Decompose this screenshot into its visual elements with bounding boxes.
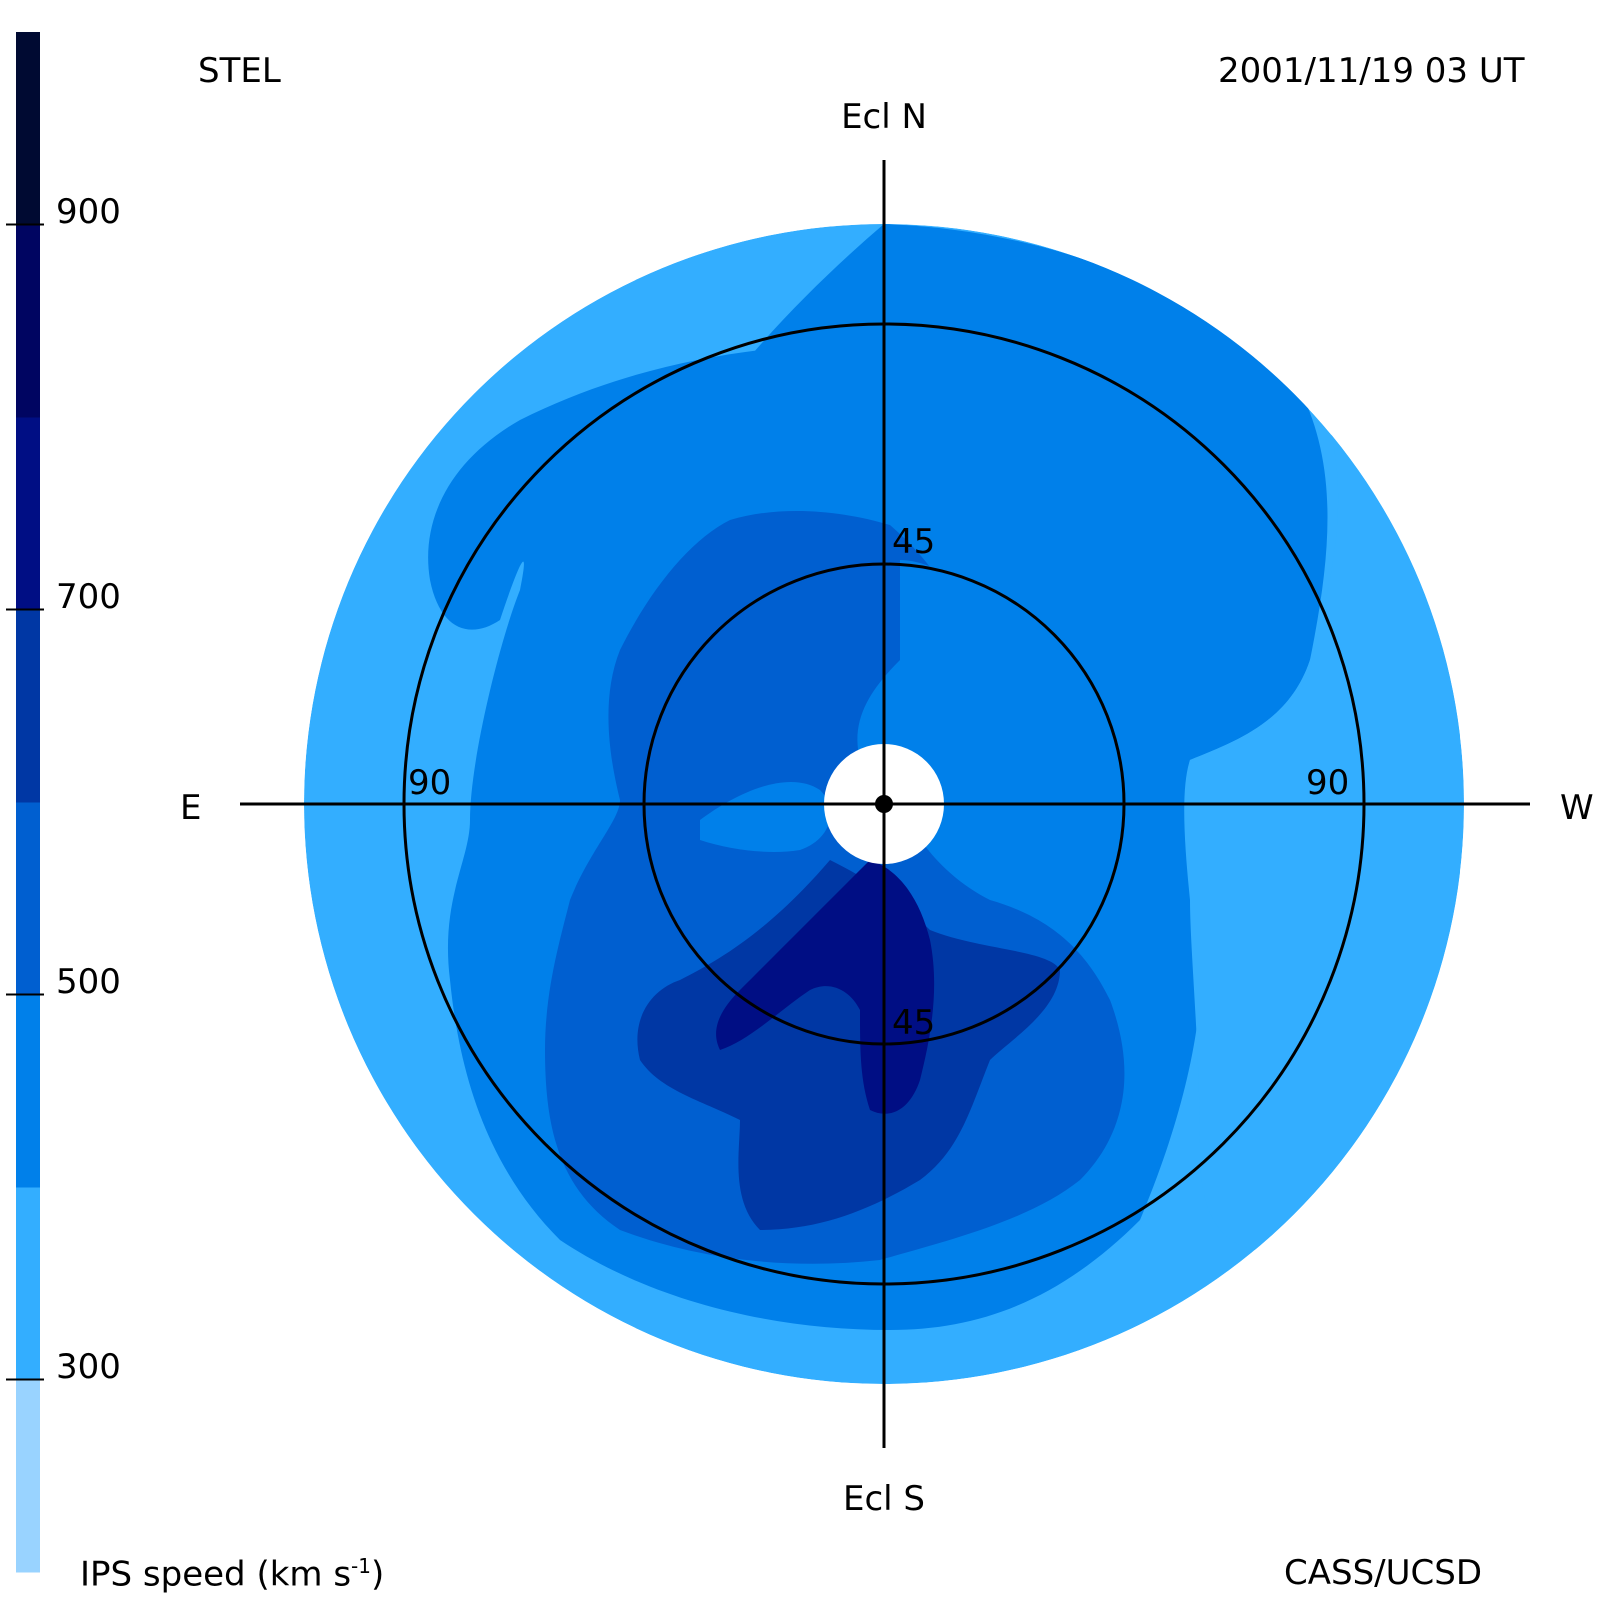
direction-west: W: [1560, 788, 1594, 828]
colorbar-band-900: [16, 32, 40, 225]
ring-label-90-left: 90: [408, 763, 452, 803]
direction-east: E: [180, 788, 202, 828]
colorbar-tick-label-900: 900: [56, 191, 121, 232]
colorbar-band-700: [16, 417, 40, 610]
colorbar-band-200: [16, 1379, 40, 1573]
credit-label: CASS/UCSD: [1284, 1553, 1483, 1593]
colorbar: [6, 32, 44, 1573]
colorbar-tick-label-300: 300: [56, 1346, 121, 1387]
ring-label-90-right: 90: [1306, 763, 1350, 803]
colorbar-band-300: [16, 1187, 40, 1380]
colorbar-band-500: [16, 802, 40, 995]
colorbar-band-600: [16, 609, 40, 803]
direction-south: Ecl S: [842, 1479, 926, 1519]
speed-region-300-west: [1184, 400, 1460, 1252]
colorbar-label: IPS speed (km s-1): [80, 1556, 384, 1591]
colorbar-label-exponent: -1: [351, 1554, 371, 1578]
sun-marker: [875, 795, 893, 813]
speed-region-400-west-core: [700, 781, 831, 852]
colorbar-tick-label-500: 500: [56, 961, 121, 1002]
header-left: STEL: [198, 51, 281, 91]
speed-region-600: [637, 860, 1060, 1230]
colorbar-label-main: IPS speed (km s: [80, 1554, 352, 1595]
colorbar-label-close: ): [371, 1554, 385, 1595]
colorbar-band-800: [16, 224, 40, 418]
ring-label-45-bottom: 45: [892, 1003, 936, 1043]
colorbar-tick-label-700: 700: [56, 576, 121, 617]
speed-region-700: [716, 860, 935, 1114]
direction-north: Ecl N: [841, 97, 927, 137]
header-right: 2001/11/19 03 UT: [1218, 51, 1525, 91]
colorbar-band-400: [16, 994, 40, 1188]
ring-label-45-top: 45: [892, 522, 936, 562]
